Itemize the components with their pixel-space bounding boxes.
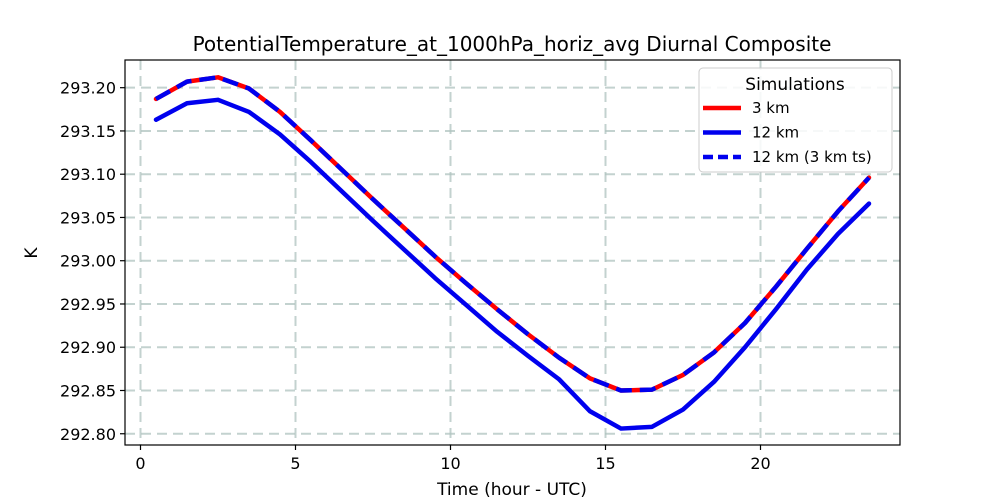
- y-axis-label: K: [22, 247, 42, 259]
- x-tick-label: 10: [440, 454, 460, 473]
- legend: Simulations 3 km 12 km 12 km (3 km ts): [698, 67, 893, 173]
- axis-ticks: 0 5 10 15 20 292.80 292.85 292.90 292.95 293.00 29…: [60, 79, 771, 473]
- plot-area: [124, 59, 901, 446]
- y-tick-label: 293.05: [60, 208, 116, 227]
- y-tick-label: 292.85: [60, 381, 116, 400]
- y-tick-label: 293.00: [60, 252, 116, 271]
- legend-label-3: 12 km (3 km ts): [752, 148, 872, 166]
- legend-label-1: 3 km: [752, 99, 790, 117]
- series-line-3: [154, 75, 871, 393]
- y-tick-label: 293.15: [60, 122, 116, 141]
- chart-title: PotentialTemperature_at_1000hPa_horiz_av…: [193, 32, 832, 56]
- legend-label-2: 12 km: [752, 124, 799, 142]
- y-tick-label: 292.80: [60, 425, 116, 444]
- legend-box: [698, 67, 893, 173]
- y-tick-label: 292.95: [60, 295, 116, 314]
- series-lines: [153, 75, 872, 431]
- y-tick-label: 293.10: [60, 165, 116, 184]
- x-tick-label: 20: [750, 454, 770, 473]
- y-tick-label: 292.90: [60, 338, 116, 357]
- series-line-2: [153, 97, 872, 431]
- x-tick-label: 0: [135, 454, 145, 473]
- x-tick-label: 5: [290, 454, 300, 473]
- x-tick-label: 15: [595, 454, 615, 473]
- x-axis-label: Time (hour - UTC): [436, 480, 587, 500]
- legend-title: Simulations: [745, 75, 845, 95]
- y-tick-label: 293.20: [60, 79, 116, 98]
